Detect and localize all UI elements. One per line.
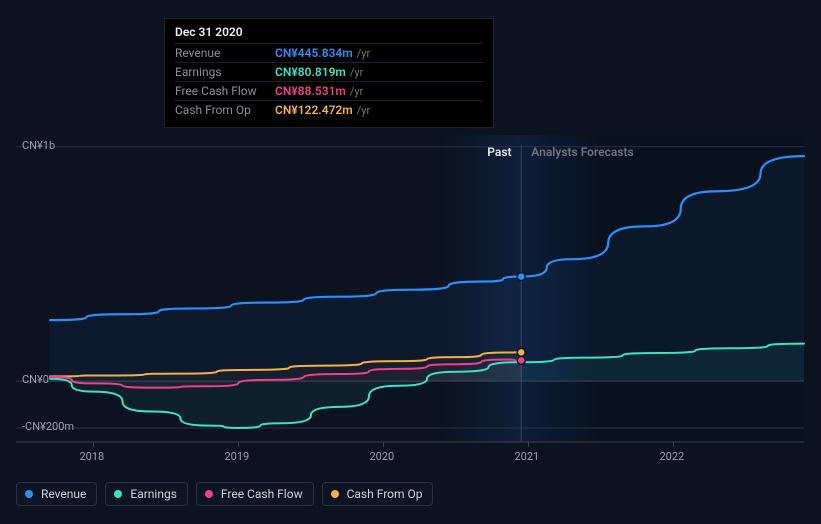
legend-item-revenue[interactable]: Revenue	[16, 482, 97, 506]
tooltip-row-unit: /yr	[357, 104, 370, 117]
tooltip-row-label: Cash From Op	[175, 103, 275, 117]
legend-item-label: Revenue	[41, 487, 86, 501]
y-tick-label: CN¥1b	[22, 139, 55, 152]
chart-legend: Revenue Earnings Free Cash Flow Cash From O…	[16, 482, 433, 506]
legend-dot-icon	[331, 490, 339, 498]
cfo-hover-marker	[517, 348, 525, 356]
x-tick-label: 2021	[515, 450, 540, 463]
legend-item-label: Cash From Op	[347, 487, 423, 501]
tooltip-row-unit: /yr	[350, 85, 363, 98]
legend-item-label: Free Cash Flow	[221, 487, 303, 501]
x-tick-label: 2018	[80, 450, 105, 463]
y-tick-label: CN¥0	[22, 373, 49, 386]
legend-item-earnings[interactable]: Earnings	[105, 482, 188, 506]
tooltip-row: RevenueCN¥445.834m/yr	[175, 43, 483, 62]
tooltip-row: Cash From OpCN¥122.472m/yr	[175, 100, 483, 119]
tooltip-row: Free Cash FlowCN¥88.531m/yr	[175, 81, 483, 100]
legend-dot-icon	[205, 490, 213, 498]
x-tick-label: 2020	[370, 450, 395, 463]
tooltip-row-value: CN¥122.472m	[275, 103, 353, 117]
legend-item-fcf[interactable]: Free Cash Flow	[196, 482, 314, 506]
tooltip-row: EarningsCN¥80.819m/yr	[175, 62, 483, 81]
financials-chart: Past Analysts Forecasts CN¥1b CN¥0 -CN¥200…	[0, 0, 821, 524]
tooltip-row-label: Earnings	[175, 65, 275, 79]
x-tick-label: 2022	[660, 450, 685, 463]
hover-tooltip: Dec 31 2020 RevenueCN¥445.834m/yrEarning…	[164, 18, 494, 128]
tooltip-row-value: CN¥88.531m	[275, 84, 346, 98]
tooltip-row-value: CN¥80.819m	[275, 65, 346, 79]
fcf-hover-marker	[517, 356, 525, 364]
tooltip-row-unit: /yr	[357, 47, 370, 60]
past-section-label: Past	[487, 145, 511, 159]
tooltip-row-label: Free Cash Flow	[175, 84, 275, 98]
legend-item-label: Earnings	[130, 487, 177, 501]
legend-dot-icon	[25, 490, 33, 498]
legend-dot-icon	[114, 490, 122, 498]
tooltip-row-label: Revenue	[175, 46, 275, 60]
tooltip-row-value: CN¥445.834m	[275, 46, 353, 60]
tooltip-date: Dec 31 2020	[175, 25, 483, 43]
revenue-hover-marker	[517, 273, 525, 281]
forecast-section-label: Analysts Forecasts	[531, 145, 633, 159]
x-tick-label: 2019	[225, 450, 250, 463]
y-tick-label: -CN¥200m	[22, 420, 74, 433]
tooltip-row-unit: /yr	[350, 66, 363, 79]
legend-item-cfo[interactable]: Cash From Op	[322, 482, 434, 506]
